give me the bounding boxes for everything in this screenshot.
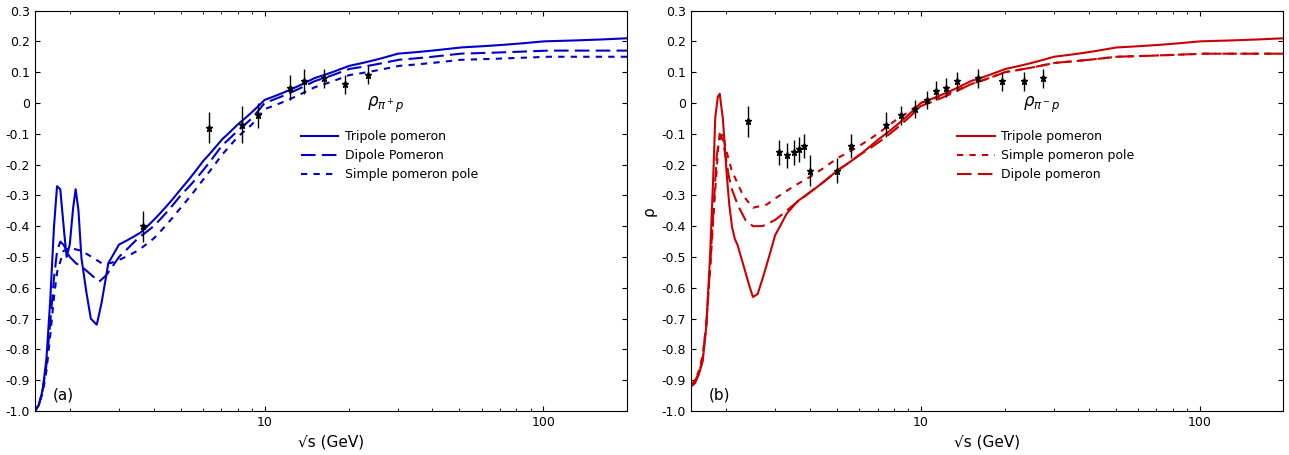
- X-axis label: √s (GeV): √s (GeV): [954, 435, 1021, 450]
- Tripole pomeron: [39, 359, 54, 364]
- Simple pomeron pole: [39, 370, 54, 376]
- Simple pomeron pole: [620, 54, 635, 60]
- Simple pomeron pole: [878, 125, 893, 131]
- Dipole pomeron: [713, 131, 728, 137]
- Simple pomeron pole: [1192, 51, 1208, 56]
- Tripole pomeron: [878, 131, 893, 136]
- Text: $\rho_{\pi^-p}$: $\rho_{\pi^-p}$: [1022, 95, 1060, 115]
- Tripole pomeron: [483, 43, 499, 48]
- Simple pomeron pole: [483, 56, 499, 62]
- Dipole pomeron: [878, 134, 893, 140]
- Dipole Pomeron: [55, 243, 71, 248]
- Simple pomeron pole: [90, 258, 106, 263]
- Dipole pomeron: [856, 150, 871, 155]
- Simple pomeron pole: [695, 354, 710, 360]
- Dipole Pomeron: [200, 162, 215, 167]
- Dipole pomeron: [1276, 51, 1289, 56]
- Simple pomeron pole: [746, 205, 762, 210]
- Legend: Tripole pomeron, Dipole Pomeron, Simple pomeron pole: Tripole pomeron, Dipole Pomeron, Simple …: [296, 125, 483, 187]
- Dipole Pomeron: [90, 278, 106, 283]
- Tripole pomeron: [746, 294, 762, 299]
- Dipole Pomeron: [222, 136, 237, 141]
- Simple pomeron pole: [683, 384, 699, 389]
- Tripole pomeron: [695, 360, 710, 365]
- Tripole pomeron: [620, 35, 635, 41]
- Dipole Pomeron: [620, 48, 635, 53]
- Tripole pomeron: [200, 153, 215, 159]
- Dipole Pomeron: [483, 50, 499, 56]
- Tripole pomeron: [683, 384, 699, 389]
- Text: (b): (b): [709, 387, 731, 402]
- Simple pomeron pole: [1276, 51, 1289, 56]
- Dipole pomeron: [746, 223, 762, 229]
- Dipole Pomeron: [39, 364, 54, 370]
- Tripole pomeron: [222, 130, 237, 135]
- Dipole Pomeron: [536, 48, 552, 53]
- Tripole pomeron: [1139, 43, 1155, 48]
- Dipole Pomeron: [27, 408, 43, 414]
- Tripole pomeron: [27, 408, 43, 414]
- Simple pomeron pole: [856, 141, 871, 146]
- X-axis label: √s (GeV): √s (GeV): [298, 435, 365, 450]
- Simple pomeron pole: [27, 408, 43, 414]
- Line: Dipole pomeron: Dipole pomeron: [691, 54, 1284, 386]
- Legend: Tripole pomeron, Simple pomeron pole, Dipole pomeron: Tripole pomeron, Simple pomeron pole, Di…: [953, 125, 1139, 187]
- Dipole pomeron: [1139, 53, 1155, 59]
- Line: Tripole pomeron: Tripole pomeron: [691, 38, 1284, 386]
- Text: (a): (a): [53, 387, 73, 402]
- Simple pomeron pole: [222, 143, 237, 149]
- Simple pomeron pole: [536, 54, 552, 60]
- Simple pomeron pole: [200, 171, 215, 177]
- Dipole pomeron: [695, 357, 710, 363]
- Line: Simple pomeron pole: Simple pomeron pole: [691, 54, 1284, 386]
- Dipole pomeron: [683, 384, 699, 389]
- Tripole pomeron: [713, 93, 728, 98]
- Line: Simple pomeron pole: Simple pomeron pole: [35, 57, 628, 411]
- Simple pomeron pole: [713, 137, 728, 142]
- Simple pomeron pole: [55, 248, 71, 253]
- Tripole pomeron: [856, 149, 871, 154]
- Simple pomeron pole: [1139, 53, 1155, 59]
- Dipole pomeron: [1192, 51, 1208, 56]
- Tripole pomeron: [90, 319, 106, 324]
- Tripole pomeron: [55, 226, 71, 232]
- Line: Tripole pomeron: Tripole pomeron: [35, 38, 628, 411]
- Tripole pomeron: [1276, 35, 1289, 41]
- Y-axis label: ρ: ρ: [641, 206, 656, 216]
- Text: $\rho_{\pi^+p}$: $\rho_{\pi^+p}$: [366, 95, 403, 115]
- Line: Dipole Pomeron: Dipole Pomeron: [35, 51, 628, 411]
